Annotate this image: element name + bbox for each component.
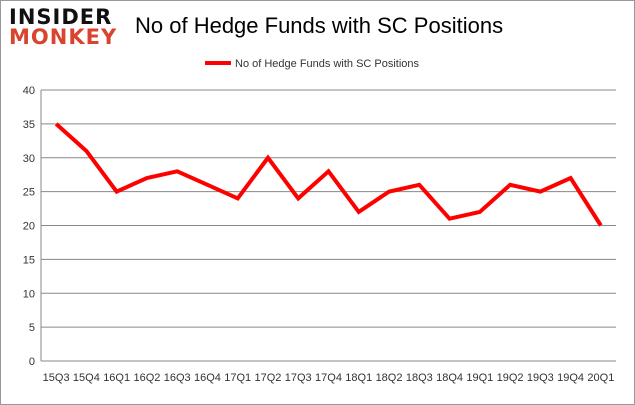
x-tick-label: 16Q2 — [133, 372, 160, 384]
series-line — [54, 122, 603, 227]
x-tick-label: 17Q3 — [285, 372, 312, 384]
y-tick-label: 40 — [23, 85, 35, 97]
x-tick-label: 18Q4 — [436, 372, 463, 384]
y-tick-label: 20 — [23, 221, 35, 233]
x-tick-label: 19Q1 — [466, 372, 493, 384]
y-tick-label: 25 — [23, 187, 35, 199]
x-tick-label: 17Q4 — [315, 372, 342, 384]
chart-title: No of Hedge Funds with SC Positions — [135, 13, 504, 38]
x-tick-label: 15Q4 — [73, 372, 100, 384]
x-tick-label: 16Q4 — [194, 372, 221, 384]
x-tick-label: 15Q3 — [43, 372, 70, 384]
y-tick-label: 15 — [23, 254, 35, 266]
logo-line2: MONKEY — [9, 25, 118, 49]
x-tick-label: 19Q2 — [497, 372, 524, 384]
x-tick-label: 17Q2 — [255, 372, 282, 384]
x-tick-label: 18Q3 — [406, 372, 433, 384]
x-tick-label: 20Q1 — [587, 372, 614, 384]
x-tick-label: 18Q2 — [376, 372, 403, 384]
x-tick-label: 19Q4 — [557, 372, 584, 384]
x-tick-label: 17Q1 — [224, 372, 251, 384]
y-tick-label: 0 — [29, 356, 35, 368]
y-tick-label: 30 — [23, 153, 35, 165]
x-tick-label: 19Q3 — [527, 372, 554, 384]
logo-line1: INSIDER — [9, 5, 113, 29]
y-tick-label: 10 — [23, 288, 35, 300]
y-tick-label: 5 — [29, 322, 35, 334]
y-tick-label: 35 — [23, 119, 35, 131]
insider-monkey-logo: INSIDER MONKEY — [9, 5, 118, 49]
legend-label: No of Hedge Funds with SC Positions — [235, 58, 420, 70]
x-tick-label: 16Q3 — [164, 372, 191, 384]
x-tick-label: 16Q1 — [103, 372, 130, 384]
x-tick-label: 18Q1 — [345, 372, 372, 384]
